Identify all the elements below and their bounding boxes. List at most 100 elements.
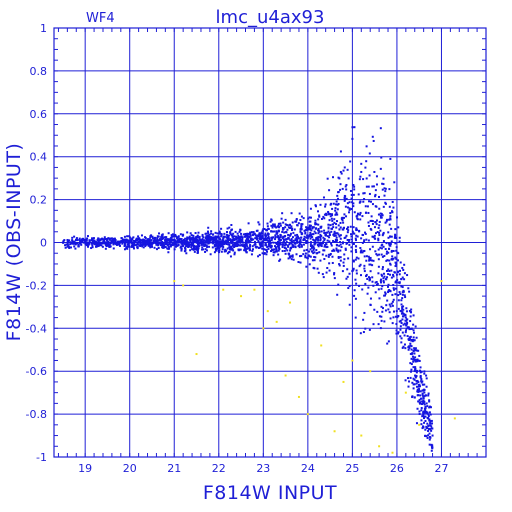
main-point	[381, 266, 384, 269]
main-point	[338, 264, 341, 267]
main-point	[418, 402, 421, 405]
main-point	[420, 381, 423, 384]
main-point	[243, 243, 246, 246]
main-point	[242, 241, 245, 244]
main-point	[219, 245, 222, 248]
main-point	[231, 239, 234, 242]
main-point	[279, 222, 282, 225]
main-point	[318, 215, 321, 218]
main-point	[337, 250, 340, 253]
main-point	[97, 243, 100, 246]
main-point	[327, 255, 330, 258]
main-point	[71, 236, 74, 239]
main-point	[204, 241, 207, 244]
main-point	[403, 272, 406, 275]
main-point	[423, 403, 426, 406]
main-point	[405, 319, 408, 322]
main-point	[423, 395, 426, 398]
main-point	[136, 246, 139, 249]
main-point	[412, 323, 415, 326]
main-point	[285, 243, 288, 246]
main-point	[196, 234, 199, 237]
main-point	[147, 244, 150, 247]
main-point	[392, 250, 395, 253]
main-point	[337, 249, 340, 252]
main-point	[99, 238, 102, 241]
main-point	[272, 251, 275, 254]
main-point	[383, 275, 386, 278]
main-point	[149, 245, 152, 248]
main-point	[304, 254, 307, 257]
main-point	[116, 240, 119, 243]
main-point	[427, 413, 430, 416]
main-point	[351, 270, 354, 273]
main-point	[360, 162, 363, 165]
main-point	[309, 207, 312, 210]
main-point	[407, 287, 410, 290]
main-point	[388, 188, 391, 191]
main-point	[379, 214, 382, 217]
main-point	[125, 241, 128, 244]
main-point	[185, 252, 188, 255]
main-point	[261, 234, 264, 237]
main-point	[418, 413, 421, 416]
main-point	[285, 238, 288, 241]
main-point	[359, 213, 362, 216]
main-point	[414, 367, 417, 370]
main-point	[391, 255, 394, 258]
main-point	[375, 223, 378, 226]
main-point	[164, 239, 167, 242]
main-point	[68, 246, 71, 249]
main-point	[355, 272, 358, 275]
main-point	[412, 314, 415, 317]
main-point	[402, 345, 405, 348]
main-point	[164, 238, 167, 241]
main-point	[371, 276, 374, 279]
main-point	[214, 249, 217, 252]
main-point	[314, 241, 317, 244]
main-point	[350, 235, 353, 238]
main-point	[207, 238, 210, 241]
main-point	[416, 358, 419, 361]
main-point	[294, 239, 297, 242]
main-point	[201, 240, 204, 243]
main-point	[91, 244, 94, 247]
main-point	[95, 242, 98, 245]
main-point	[384, 202, 387, 205]
main-point	[264, 232, 267, 235]
main-point	[105, 245, 108, 248]
main-point	[424, 405, 427, 408]
main-point	[78, 241, 81, 244]
main-point	[414, 360, 417, 363]
main-point	[235, 235, 238, 238]
main-point	[319, 238, 322, 241]
main-point	[100, 242, 103, 245]
main-point	[399, 328, 402, 331]
secondary-point	[297, 395, 300, 398]
main-point	[180, 245, 183, 248]
main-point	[287, 226, 290, 229]
main-point	[391, 300, 394, 303]
main-point	[124, 241, 127, 244]
y-tick-label: 0.6	[30, 108, 48, 121]
main-point	[64, 244, 67, 247]
main-point	[166, 238, 169, 241]
main-point	[330, 242, 333, 245]
main-point	[217, 249, 220, 252]
main-point	[80, 238, 83, 241]
main-point	[375, 205, 378, 208]
main-point	[243, 249, 246, 252]
main-point	[381, 268, 384, 271]
main-point	[291, 228, 294, 231]
main-point	[187, 241, 190, 244]
main-point	[338, 244, 341, 247]
main-point	[252, 231, 255, 234]
main-point	[179, 246, 182, 249]
main-point	[294, 234, 297, 237]
main-point	[317, 235, 320, 238]
main-point	[277, 241, 280, 244]
main-point	[311, 259, 314, 262]
main-point	[172, 243, 175, 246]
main-point	[274, 236, 277, 239]
main-point	[346, 238, 349, 241]
